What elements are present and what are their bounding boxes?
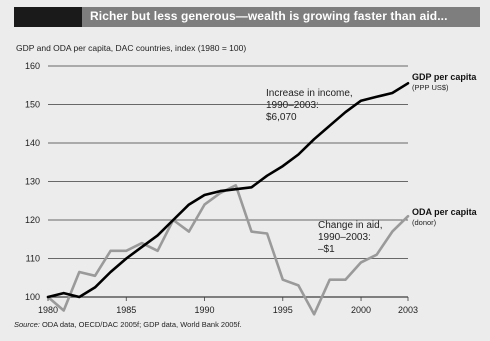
- annotation-aid-line-3: –$1: [318, 244, 335, 255]
- x-tick-label-1980: 1980: [38, 305, 58, 315]
- legend-oda-title: ODA per capita: [412, 207, 478, 217]
- legend-gdp-title: GDP per capita: [412, 72, 477, 82]
- x-tick-label-1985: 1985: [116, 305, 136, 315]
- annotation-income-line-1: Increase in income,: [266, 88, 353, 99]
- y-tick-label-160: 160: [25, 61, 40, 71]
- source-text: ODA data, OECD/DAC 2005f; GDP data, Worl…: [40, 320, 242, 329]
- x-tick-label-2000: 2000: [351, 305, 371, 315]
- x-tick-label-2003: 2003: [398, 305, 418, 315]
- oda-per-capita-line: [48, 185, 408, 314]
- y-tick-label-110: 110: [26, 254, 40, 264]
- y-tick-label-150: 150: [25, 100, 40, 110]
- y-tick-label-140: 140: [25, 138, 40, 148]
- source-note: Source: ODA data, OECD/DAC 2005f; GDP da…: [14, 320, 242, 329]
- annotations: Increase in income,1990–2003:$6,070Chang…: [266, 88, 383, 255]
- series-lines: [48, 83, 408, 314]
- y-tick-label-130: 130: [25, 177, 40, 187]
- annotation-aid-line-1: Change in aid,: [318, 220, 383, 231]
- annotation-income-line-2: 1990–2003:: [266, 100, 319, 111]
- annotation-aid-line-2: 1990–2003:: [318, 232, 371, 243]
- x-axis-ticks: 1980 1985 1990 1995 2000 2003: [38, 297, 418, 315]
- x-tick-label-1995: 1995: [273, 305, 293, 315]
- x-tick-label-1990: 1990: [195, 305, 215, 315]
- y-tick-label-120: 120: [25, 215, 40, 225]
- legend-oda-unit: (donor): [412, 218, 437, 227]
- annotation-income-line-3: $6,070: [266, 112, 297, 123]
- legend: GDP per capita(PPP US$) ODA per capita(do…: [412, 72, 478, 227]
- y-tick-label-100: 100: [25, 292, 40, 302]
- source-label: Source:: [14, 320, 40, 329]
- legend-gdp-unit: (PPP US$): [412, 83, 449, 92]
- y-axis-ticks: 100 110 120 130 140 150 160: [25, 61, 40, 302]
